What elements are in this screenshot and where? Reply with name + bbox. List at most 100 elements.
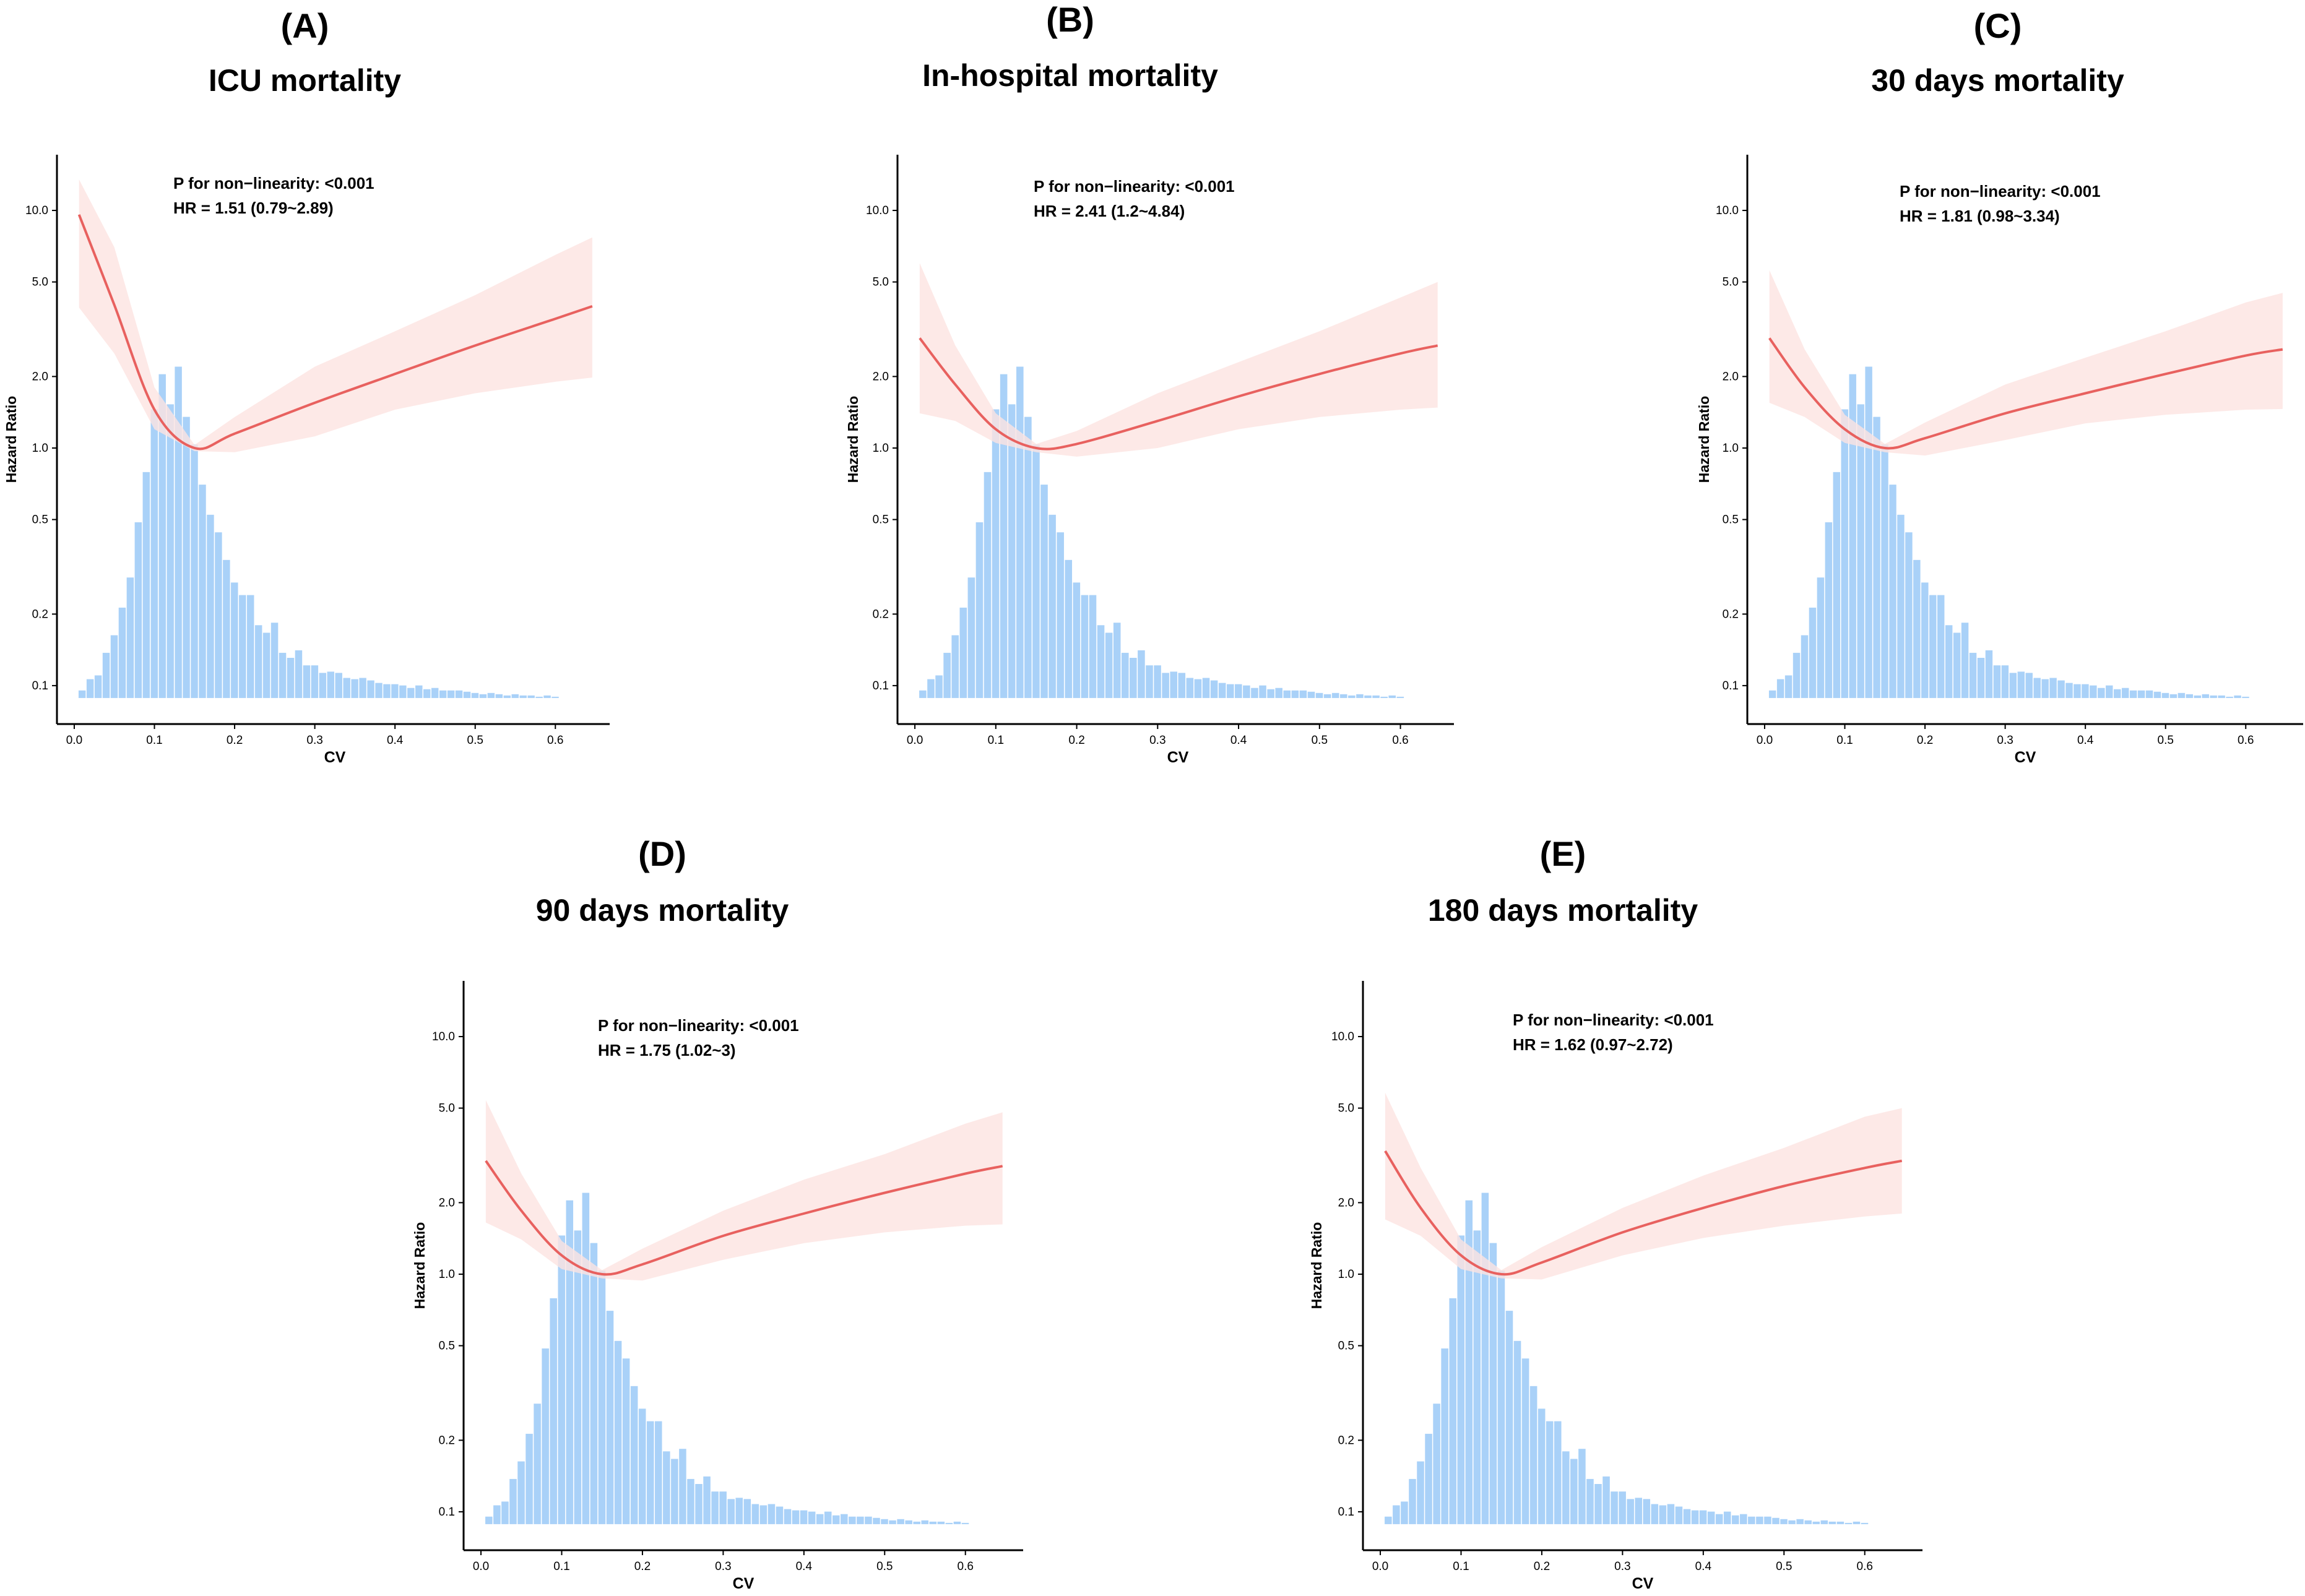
- histogram-bar: [1339, 694, 1347, 698]
- histogram-bar: [110, 635, 118, 698]
- x-tick-label: 0.1: [988, 734, 1004, 747]
- histogram-bar: [816, 1514, 824, 1524]
- chart-in-hospital-mortality: 0.1 0.2 0.5 1.0 2.0 5.0 10.0 0.0 0.1 0.2 0.3 0.4 0.5…: [845, 155, 1454, 766]
- histogram-bar: [1873, 416, 1880, 698]
- histogram-bar: [1881, 444, 1888, 698]
- histogram-bar: [703, 1476, 711, 1524]
- x-tick-label: 0.2: [634, 1560, 651, 1573]
- histogram-bar: [2234, 695, 2241, 698]
- histogram-bar: [359, 678, 366, 698]
- y-tick-label: 0.1: [1723, 679, 1739, 692]
- panel-title: 90 days mortality: [535, 893, 789, 928]
- x-tick-label: 0.2: [227, 734, 243, 747]
- histogram-bar: [1235, 684, 1242, 698]
- histogram-bar: [2137, 690, 2145, 698]
- histogram-bar: [126, 577, 134, 698]
- histogram-bar: [2161, 692, 2169, 698]
- histogram-bar: [1659, 1505, 1667, 1524]
- hazard-ratio-annotation: HR = 1.62 (0.97~2.72): [1513, 1035, 1673, 1054]
- histogram-bar: [727, 1499, 735, 1524]
- histogram-bar: [1283, 690, 1291, 698]
- histogram-bar: [1481, 1193, 1489, 1524]
- hazard-ratio-annotation: HR = 1.75 (1.02~3): [598, 1041, 736, 1059]
- histogram-bar: [1259, 685, 1266, 698]
- panel-a: (A) ICU mortality 0.1 0.2 0.5 1.0 2.0 5.0 10.0…: [0, 0, 610, 770]
- histogram-bar: [1619, 1491, 1626, 1524]
- histogram-bar: [303, 665, 311, 698]
- histogram-bar: [800, 1510, 808, 1524]
- histogram-bar: [447, 690, 455, 698]
- histogram-bar: [542, 1348, 549, 1524]
- histogram-bar: [150, 409, 158, 698]
- histogram-bar: [832, 1515, 840, 1524]
- confidence-band: [485, 1100, 1003, 1281]
- histogram-bar: [1793, 652, 1801, 698]
- histogram-bar: [503, 695, 511, 698]
- histogram-bar: [1441, 1348, 1448, 1524]
- histogram-bar: [1683, 1509, 1691, 1524]
- histogram-bar: [1385, 1516, 1392, 1524]
- x-tick-label: 0.0: [1757, 734, 1773, 747]
- y-tick-label: 0.1: [32, 679, 48, 692]
- histogram-bar: [2186, 694, 2194, 698]
- x-tick-label: 0.1: [553, 1560, 569, 1573]
- histogram-bar: [1113, 623, 1121, 698]
- histogram-bar: [558, 1235, 566, 1524]
- histogram-bar: [2090, 685, 2097, 698]
- histogram-bar: [1396, 696, 1404, 698]
- y-tick-label: 0.5: [439, 1340, 455, 1353]
- histogram-bar: [1554, 1421, 1562, 1524]
- histogram-bar: [1521, 1358, 1529, 1524]
- histogram-bar: [1529, 1386, 1537, 1524]
- histogram-bar: [992, 409, 1000, 698]
- histogram-bar: [455, 690, 463, 698]
- histogram-bar: [897, 1519, 904, 1524]
- histogram-bar: [1586, 1478, 1594, 1524]
- histogram-bar: [175, 366, 182, 698]
- histogram-bar: [1457, 1235, 1465, 1524]
- histogram-bar: [183, 416, 190, 698]
- histogram-bar: [2025, 673, 2033, 698]
- histogram-bar: [929, 1521, 937, 1524]
- histogram-bar: [590, 1243, 598, 1524]
- x-tick-label: 0.4: [796, 1560, 813, 1573]
- histogram-bar: [199, 485, 206, 698]
- histogram-bar: [735, 1498, 743, 1524]
- x-tick-label: 0.6: [1392, 734, 1408, 747]
- histogram-bar: [166, 404, 174, 698]
- histogram-bar: [711, 1491, 719, 1524]
- y-tick-label: 0.2: [1723, 608, 1739, 621]
- histogram-bar: [687, 1478, 694, 1524]
- histogram-bar: [606, 1311, 614, 1524]
- histogram-bar: [1073, 582, 1081, 698]
- histogram-bar: [527, 695, 535, 698]
- histogram-bar: [1985, 650, 1993, 698]
- histogram-bar: [2210, 695, 2217, 698]
- histogram-bar: [415, 685, 423, 698]
- histogram-bar: [1401, 1501, 1408, 1524]
- panel-title: 180 days mortality: [1427, 893, 1698, 928]
- histogram-bar: [287, 658, 295, 698]
- histogram-bar: [1889, 485, 1896, 698]
- y-tick-label: 1.0: [873, 442, 889, 455]
- histogram-bar: [824, 1511, 832, 1524]
- histogram-bar: [1731, 1515, 1739, 1524]
- histogram-bar: [479, 694, 487, 698]
- p-nonlinearity-annotation: P for non−linearity: <0.001: [1900, 182, 2101, 201]
- histogram-bar: [1977, 658, 1985, 698]
- histogram-bar: [638, 1408, 646, 1524]
- histogram-bar: [1210, 680, 1218, 698]
- histogram-bar: [582, 1193, 590, 1524]
- x-axis-label: CV: [1632, 1575, 1654, 1592]
- x-tick-label: 0.5: [876, 1560, 893, 1573]
- histogram-bar: [1913, 559, 1921, 698]
- histogram-bar: [1865, 366, 1872, 698]
- histogram-bar: [493, 1505, 501, 1524]
- histogram-bar: [1331, 692, 1339, 698]
- histogram-bar: [2074, 684, 2081, 698]
- histogram-bar: [1425, 1433, 1432, 1524]
- histogram-bar: [254, 625, 262, 698]
- histogram-bar: [1489, 1243, 1497, 1524]
- histogram-bar: [1699, 1510, 1707, 1524]
- histogram-bar: [1154, 665, 1161, 698]
